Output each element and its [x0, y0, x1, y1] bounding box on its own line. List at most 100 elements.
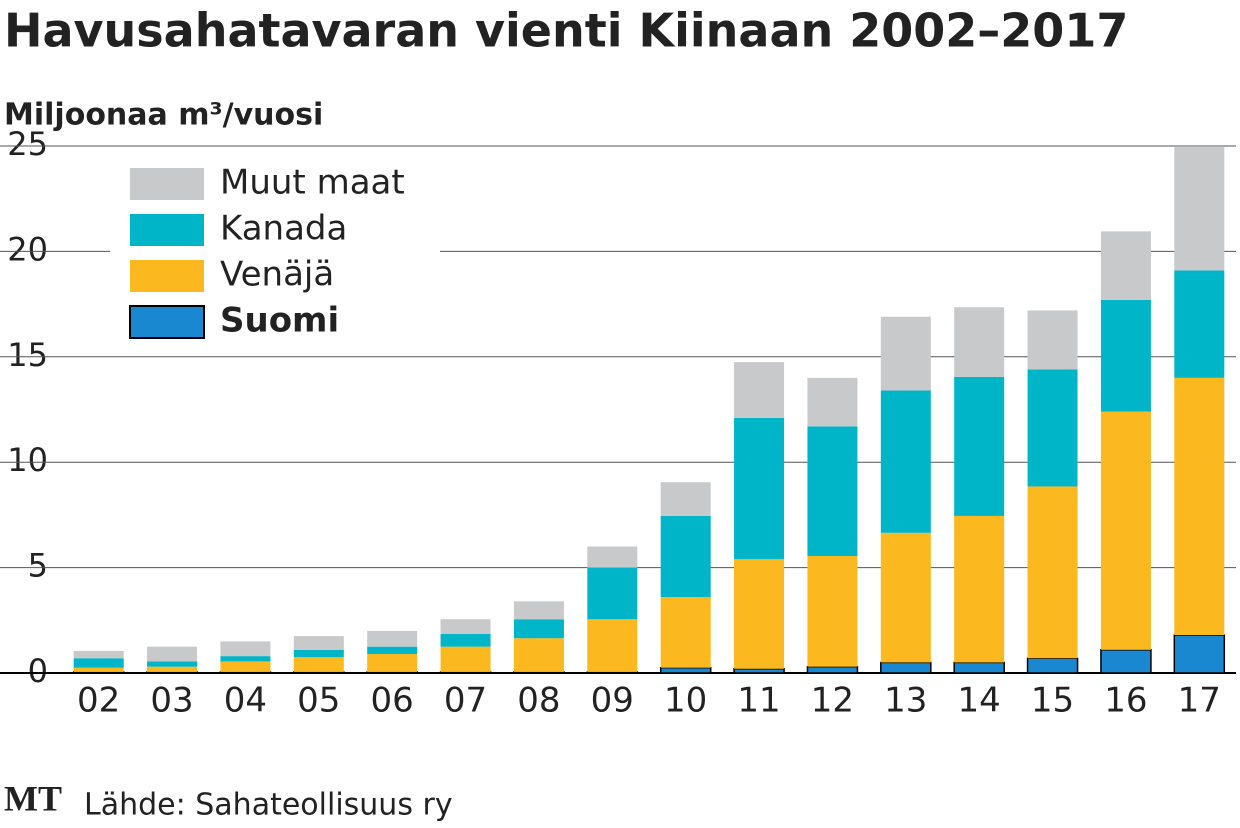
bar-segment [367, 654, 418, 672]
y-tick-label: 10 [7, 441, 48, 479]
bar-segment [734, 559, 785, 669]
bar-segment [660, 515, 711, 598]
bar-segment [293, 657, 344, 672]
bar-segment [147, 646, 198, 662]
bar-segment [220, 661, 271, 672]
bar-segment [587, 546, 638, 568]
bar-segment [513, 601, 564, 620]
legend-label: Suomi [220, 301, 339, 341]
bar-segment [73, 667, 124, 672]
x-tick-label: 03 [150, 681, 193, 721]
logo: MT [4, 778, 62, 818]
bar-segment [147, 661, 198, 667]
legend-swatch [130, 168, 204, 200]
bar-segment [367, 646, 418, 655]
bar-segment [1174, 147, 1225, 271]
legend-label: Kanada [220, 209, 347, 249]
legend-swatch [129, 305, 205, 339]
bar-segment [733, 668, 785, 674]
x-tick-label: 08 [517, 681, 560, 721]
y-tick-label: 0 [28, 652, 48, 690]
x-tick-label: 14 [958, 681, 1001, 721]
bar-segment [953, 661, 1005, 674]
y-tick-label: 15 [7, 336, 48, 374]
bar-segment [293, 671, 345, 674]
bar-segment [807, 426, 858, 557]
y-tick-label: 5 [28, 547, 48, 585]
x-tick-label: 15 [1031, 681, 1074, 721]
bar-segment [587, 619, 638, 672]
bar-segment [1100, 649, 1152, 674]
bar-segment [954, 515, 1005, 663]
bar-segment [73, 658, 124, 668]
x-tick-label: 04 [224, 681, 267, 721]
bar-segment [1100, 299, 1151, 412]
bar-segment [366, 671, 418, 674]
bar-segment [367, 630, 418, 647]
chart-title: Havusahatavaran vienti Kiinaan 2002–2017 [4, 4, 1128, 58]
bar-segment [220, 641, 271, 657]
bar-segment [219, 671, 272, 674]
bar-segment [293, 649, 344, 658]
bar-segment [440, 619, 491, 635]
bar-segment [146, 671, 198, 674]
y-tick-label: 25 [7, 125, 48, 163]
bar-segment [1174, 377, 1225, 636]
legend-swatch [130, 260, 204, 292]
bar-segment [734, 417, 785, 560]
bar-segment [1027, 486, 1078, 659]
bar-segment [1027, 310, 1078, 370]
x-tick-label: 12 [811, 681, 854, 721]
bar-segment [513, 619, 564, 639]
bar-segment [439, 671, 492, 674]
bar-segment [147, 666, 198, 672]
legend-label: Muut maat [220, 163, 405, 203]
bar-segment [660, 597, 711, 668]
x-tick-label: 06 [371, 681, 414, 721]
bar-segment [880, 390, 931, 533]
bar-segment [513, 638, 564, 672]
bar-segment [880, 661, 932, 674]
bar-segment [954, 307, 1005, 377]
bar-segment [880, 316, 931, 391]
legend-swatch [130, 214, 204, 246]
bar-segment [587, 567, 638, 620]
bar-segment [807, 556, 858, 667]
bar-segment [72, 671, 125, 674]
x-tick-label: 07 [444, 681, 487, 721]
bar-segment [1027, 369, 1078, 487]
bar-segment [659, 666, 712, 674]
bar-segment [880, 532, 931, 663]
x-tick-label: 05 [297, 681, 340, 721]
bar-segment [1174, 270, 1225, 378]
bar-segment [1100, 411, 1151, 650]
y-tick-label: 20 [7, 230, 48, 268]
source: Lähde: Sahateollisuus ry [84, 788, 453, 823]
x-tick-label: 09 [591, 681, 634, 721]
x-tick-label: 16 [1104, 681, 1147, 721]
bar-segment [293, 636, 344, 650]
bar-segment [954, 376, 1005, 516]
bar-segment [1173, 634, 1226, 674]
y-axis-label: Miljoonaa m³/vuosi [4, 98, 323, 133]
bar-segment [660, 482, 711, 516]
x-tick-label: 13 [884, 681, 927, 721]
x-tick-label: 02 [77, 681, 120, 721]
x-tick-label: 17 [1178, 681, 1221, 721]
bar-segment [1026, 657, 1079, 674]
bar-segment [807, 377, 858, 427]
bar-segment [440, 646, 491, 672]
bar-segment [220, 656, 271, 662]
bar-segment [806, 665, 859, 674]
bar-segment [513, 671, 565, 674]
x-tick-label: 10 [664, 681, 707, 721]
bar-segment [1100, 231, 1151, 300]
bar-segment [440, 634, 491, 647]
x-tick-label: 11 [737, 681, 780, 721]
bar-segment [734, 362, 785, 418]
bar-segment [586, 671, 639, 674]
bar-segment [73, 650, 124, 659]
legend-label: Venäjä [220, 255, 334, 295]
